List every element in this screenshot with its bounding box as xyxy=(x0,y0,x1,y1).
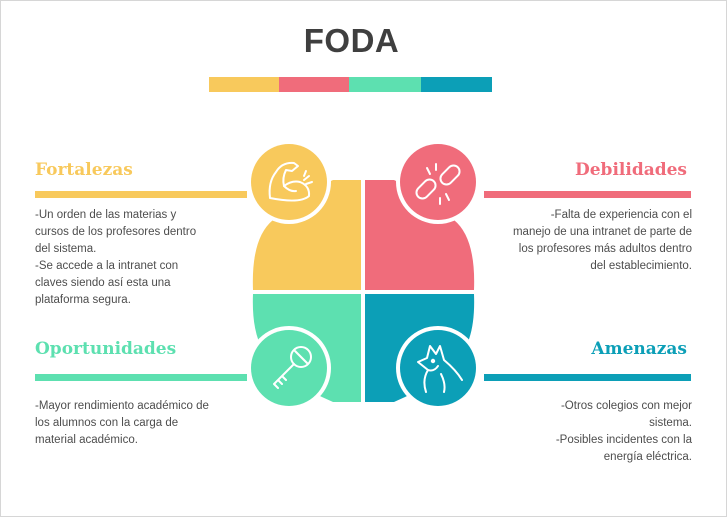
text-line: sistema. xyxy=(649,417,692,429)
heading-debilidades: Debilidades xyxy=(575,160,687,180)
divider-amenazas xyxy=(484,374,691,381)
heading-amenazas: Amenazas xyxy=(591,339,687,359)
text-line: energía eléctrica. xyxy=(603,451,692,463)
text-line: los alumnos con la carga de xyxy=(35,417,179,429)
text-line: plataforma segura. xyxy=(35,294,131,306)
text-oportunidades: -Mayor rendimiento académico de los alum… xyxy=(35,398,240,449)
color-bar-pink xyxy=(279,77,349,92)
text-line: -Un orden de las materias y xyxy=(35,209,177,221)
text-line: claves siendo así esta una xyxy=(35,277,171,289)
color-bar-yellow xyxy=(209,77,279,92)
key-icon xyxy=(273,346,312,389)
broken-chain-icon xyxy=(415,163,461,205)
flexed-arm-icon xyxy=(268,161,313,202)
page-title: FODA xyxy=(303,22,400,59)
text-line: -Mayor rendimiento académico de xyxy=(35,400,209,412)
dog-icon xyxy=(417,345,463,393)
divider-debilidades xyxy=(484,191,691,198)
text-line: manejo de una intranet de parte de xyxy=(512,226,692,238)
text-line: -Posibles incidentes con la xyxy=(555,434,692,446)
text-fortalezas: -Un orden de las materias y cursos de lo… xyxy=(35,207,235,309)
circle-debilidades xyxy=(396,140,480,224)
text-line: los profesores más adultos dentro xyxy=(518,243,692,255)
quadrant-debilidades xyxy=(365,180,475,290)
text-line: -Se accede a la intranet con xyxy=(35,260,179,272)
divider-fortalezas xyxy=(35,191,247,198)
text-line: cursos de los profesores dentro xyxy=(35,226,197,238)
text-line: -Otros colegios con mejor xyxy=(560,400,692,412)
text-amenazas: -Otros colegios con mejor sistema. -Posi… xyxy=(478,398,692,466)
color-bar-teal xyxy=(421,77,492,92)
quadrant-fortalezas xyxy=(252,180,361,290)
text-line: del establecimiento. xyxy=(590,260,692,272)
text-debilidades: -Falta de experiencia con el manejo de u… xyxy=(460,207,692,275)
heading-oportunidades: Oportunidades xyxy=(35,339,177,359)
heading-fortalezas: Fortalezas xyxy=(35,160,133,180)
text-line: del sistema. xyxy=(35,243,97,255)
circle-amenazas xyxy=(396,326,480,410)
color-bar-green xyxy=(349,77,421,92)
text-line: material académico. xyxy=(35,434,138,446)
text-line: -Falta de experiencia con el xyxy=(550,209,692,221)
divider-oportunidades xyxy=(35,374,247,381)
